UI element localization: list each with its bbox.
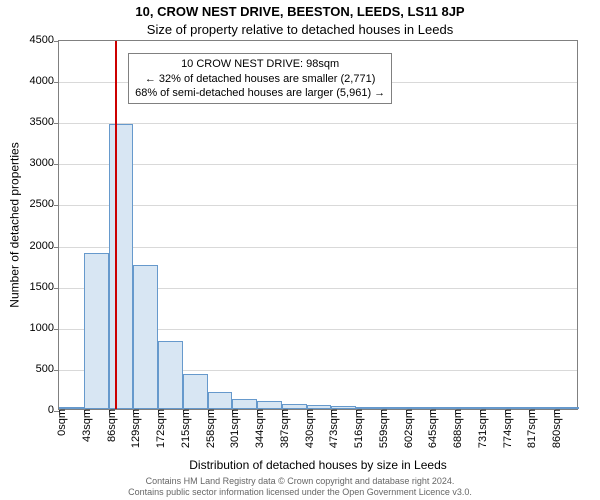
y-axis-title: Number of detached properties bbox=[8, 40, 22, 410]
y-tick bbox=[54, 288, 59, 289]
x-tick-label: 301sqm bbox=[223, 409, 241, 448]
y-tick-label: 500 bbox=[36, 363, 54, 375]
marker-line bbox=[115, 41, 117, 409]
y-tick bbox=[54, 41, 59, 42]
annotation-box: 10 CROW NEST DRIVE: 98sqm ← 32% of detac… bbox=[128, 53, 392, 104]
histogram-bar bbox=[133, 265, 158, 409]
annotation-line1: 10 CROW NEST DRIVE: 98sqm bbox=[135, 57, 385, 71]
y-tick bbox=[54, 329, 59, 330]
x-tick-label: 215sqm bbox=[174, 409, 192, 448]
x-tick-label: 172sqm bbox=[149, 409, 167, 448]
x-tick-label: 129sqm bbox=[124, 409, 142, 448]
y-tick-label: 4500 bbox=[30, 34, 54, 46]
y-tick bbox=[54, 82, 59, 83]
footer-line1: Contains HM Land Registry data © Crown c… bbox=[0, 476, 600, 487]
y-tick bbox=[54, 205, 59, 206]
x-axis-title: Distribution of detached houses by size … bbox=[58, 458, 578, 472]
y-tick bbox=[54, 164, 59, 165]
y-tick-label: 4000 bbox=[30, 75, 54, 87]
histogram-bar bbox=[208, 392, 233, 409]
y-tick-label: 1000 bbox=[30, 322, 54, 334]
histogram-bar bbox=[257, 401, 282, 409]
histogram-bar bbox=[183, 374, 208, 409]
histogram-bar bbox=[84, 253, 109, 409]
annotation-line3: 68% of semi-detached houses are larger (… bbox=[135, 86, 385, 100]
y-tick bbox=[54, 370, 59, 371]
y-tick-label: 2500 bbox=[30, 198, 54, 210]
x-tick-label: 43sqm bbox=[75, 409, 93, 442]
x-tick-label: 559sqm bbox=[372, 409, 390, 448]
x-tick-label: 774sqm bbox=[496, 409, 514, 448]
gridline bbox=[59, 247, 577, 248]
x-tick-label: 860sqm bbox=[545, 409, 563, 448]
gridline bbox=[59, 164, 577, 165]
gridline bbox=[59, 205, 577, 206]
title-subtitle: Size of property relative to detached ho… bbox=[0, 22, 600, 37]
x-tick-label: 688sqm bbox=[446, 409, 464, 448]
histogram-bar bbox=[109, 124, 134, 409]
chart-page: 10, CROW NEST DRIVE, BEESTON, LEEDS, LS1… bbox=[0, 0, 600, 500]
x-tick-label: 817sqm bbox=[520, 409, 538, 448]
y-tick-label: 2000 bbox=[30, 240, 54, 252]
x-tick-label: 516sqm bbox=[347, 409, 365, 448]
y-tick bbox=[54, 247, 59, 248]
x-tick-label: 344sqm bbox=[248, 409, 266, 448]
histogram-bar bbox=[158, 341, 183, 409]
x-tick-label: 731sqm bbox=[471, 409, 489, 448]
x-tick-label: 430sqm bbox=[298, 409, 316, 448]
annotation-line2: ← 32% of detached houses are smaller (2,… bbox=[135, 72, 385, 86]
x-tick-label: 258sqm bbox=[199, 409, 217, 448]
footer-line2: Contains public sector information licen… bbox=[0, 487, 600, 498]
x-tick-label: 86sqm bbox=[100, 409, 118, 442]
histogram-bar bbox=[232, 399, 257, 409]
x-tick-label: 602sqm bbox=[397, 409, 415, 448]
x-tick-label: 473sqm bbox=[322, 409, 340, 448]
gridline bbox=[59, 123, 577, 124]
y-axis-title-text: Number of detached properties bbox=[8, 142, 22, 307]
x-tick-label: 387sqm bbox=[273, 409, 291, 448]
title-address: 10, CROW NEST DRIVE, BEESTON, LEEDS, LS1… bbox=[0, 4, 600, 19]
y-tick-label: 3000 bbox=[30, 157, 54, 169]
plot-area: 0sqm43sqm86sqm129sqm172sqm215sqm258sqm30… bbox=[58, 40, 578, 410]
y-tick-label: 3500 bbox=[30, 116, 54, 128]
footer: Contains HM Land Registry data © Crown c… bbox=[0, 476, 600, 499]
y-tick-label: 0 bbox=[48, 404, 54, 416]
y-tick bbox=[54, 123, 59, 124]
y-tick-label: 1500 bbox=[30, 281, 54, 293]
x-tick-label: 645sqm bbox=[421, 409, 439, 448]
